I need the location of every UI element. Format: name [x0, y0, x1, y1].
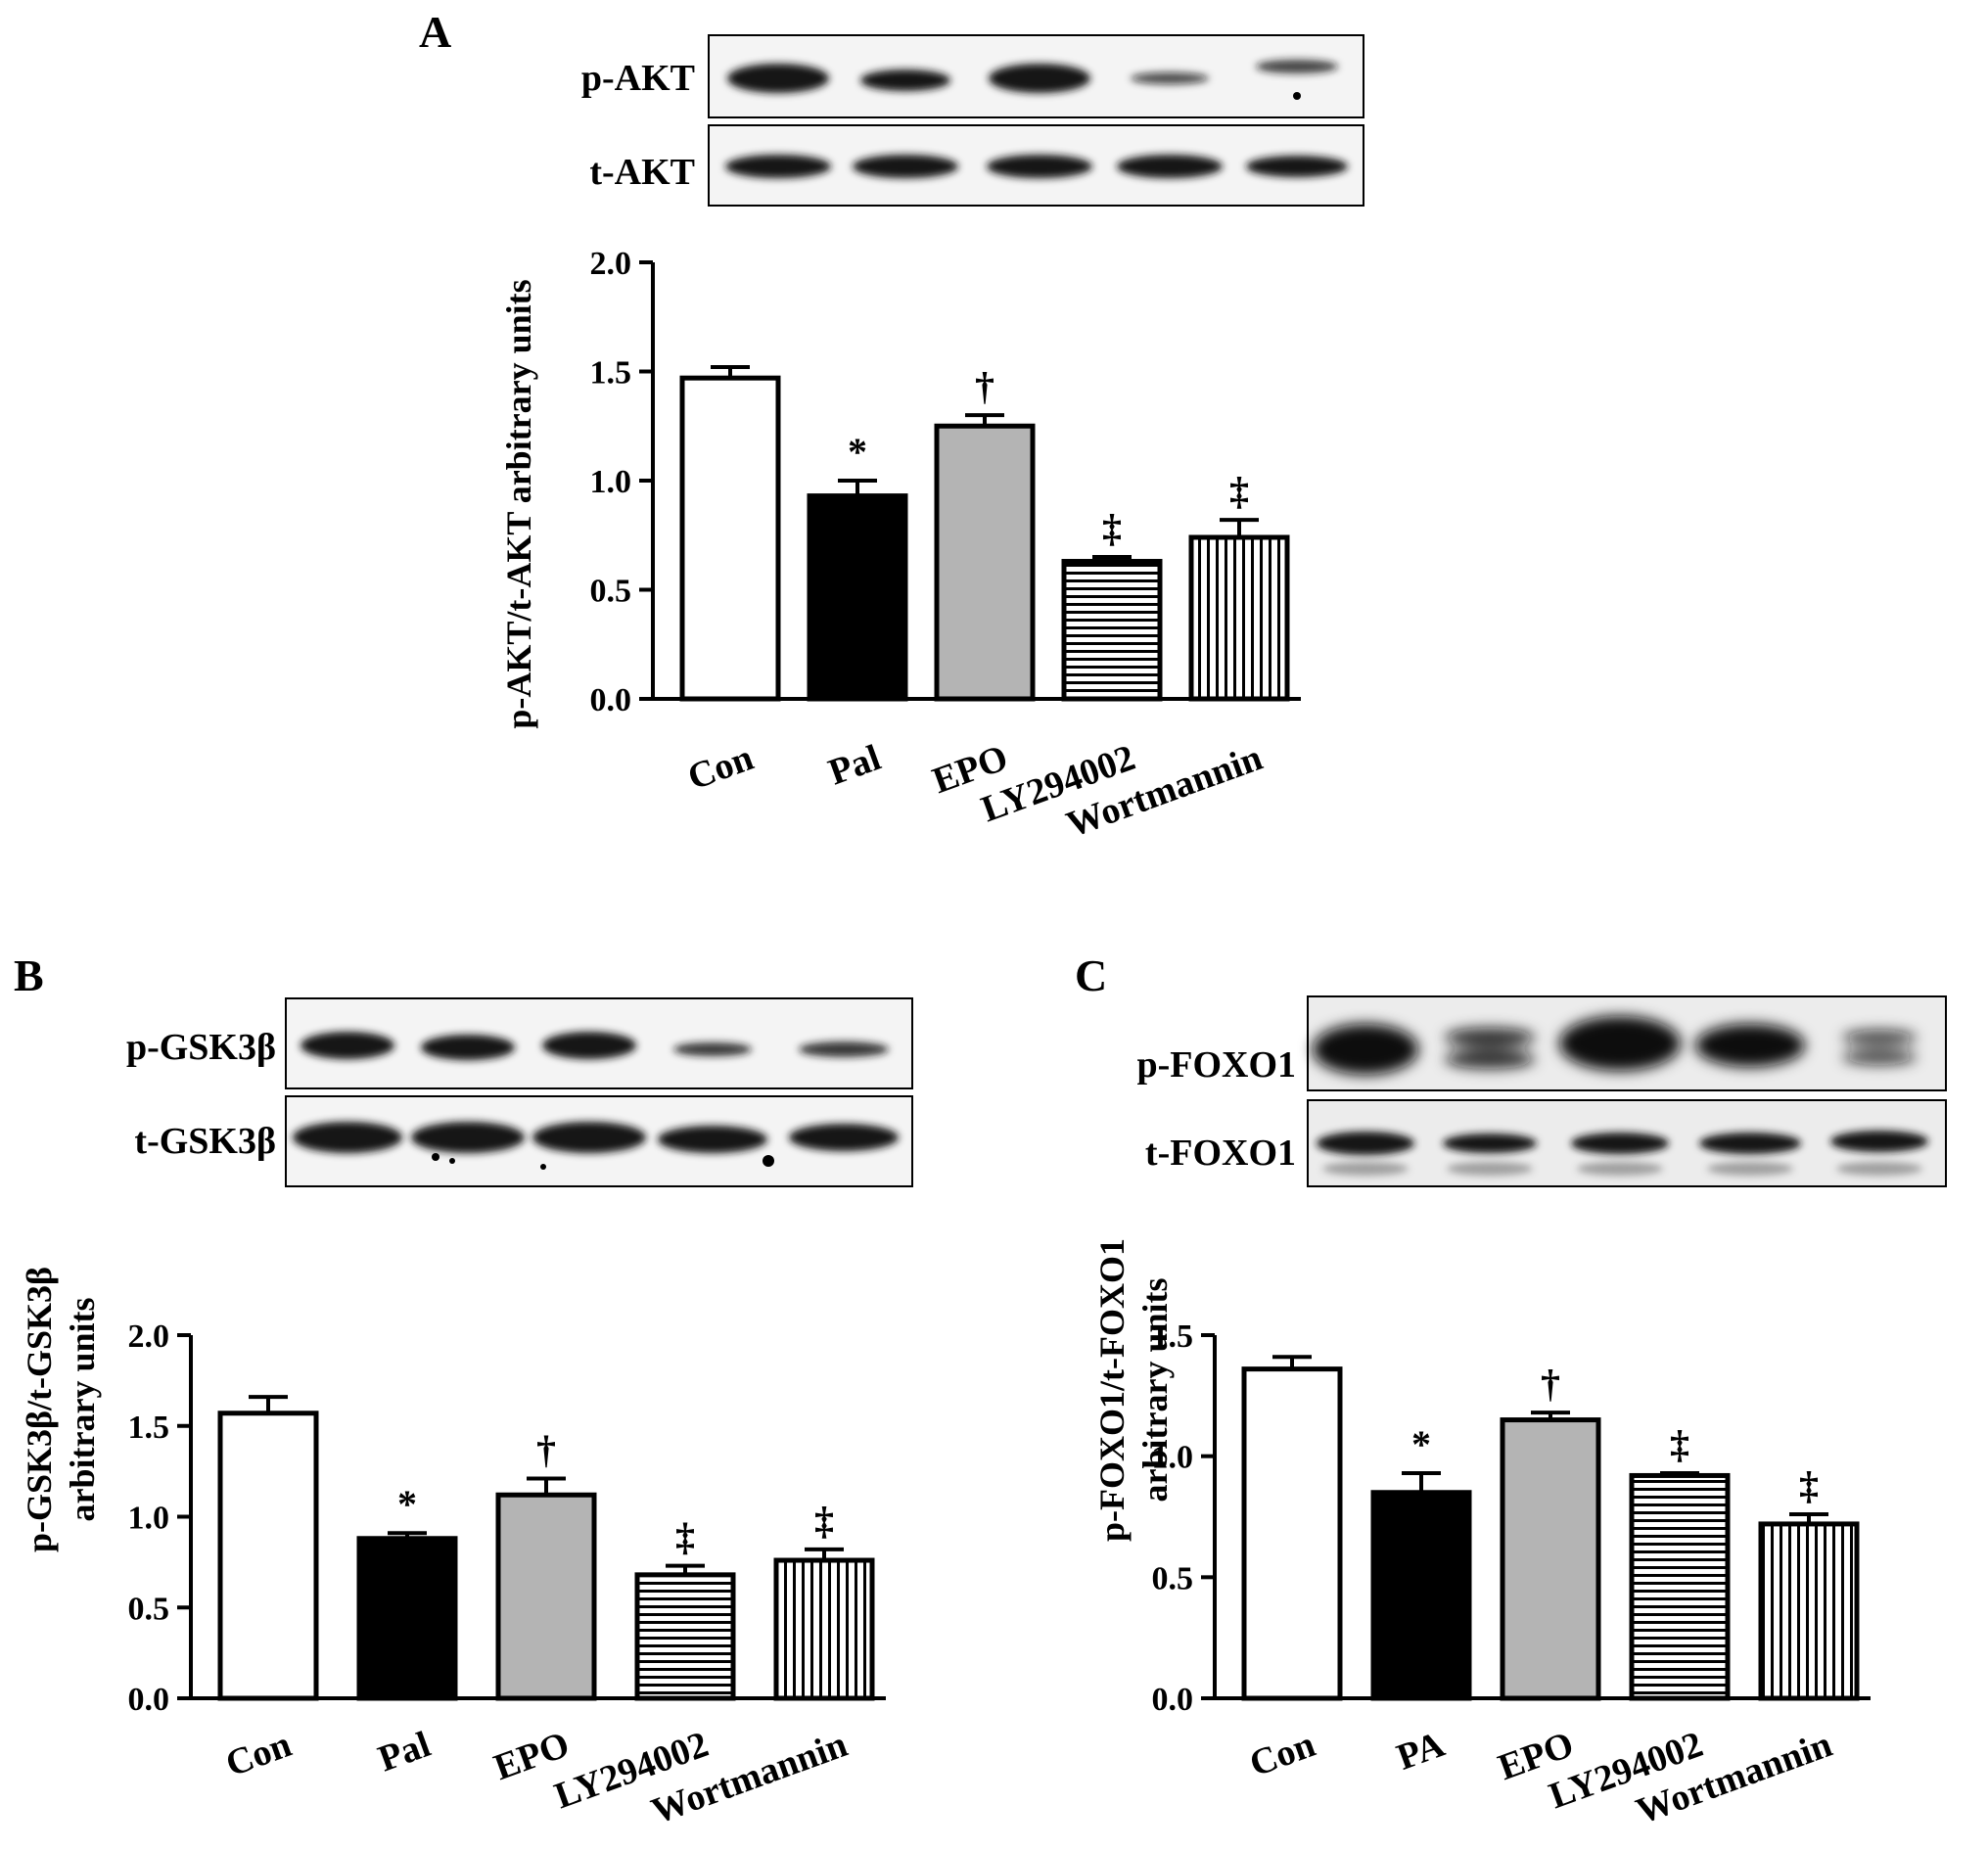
y-tick-label: 2.0	[128, 1318, 170, 1355]
bar-pal	[356, 1536, 458, 1701]
panel-a-blot-label-phospho: p-AKT	[581, 58, 695, 99]
panel-a: A p-AKT t-AKT 0.00.51.	[419, 7, 1364, 846]
significance-marker: *	[1411, 1422, 1431, 1466]
y-tick-label: 0.0	[1152, 1682, 1194, 1718]
panel-c-letter: C	[1075, 950, 1107, 1000]
bar-pa	[1370, 1490, 1472, 1701]
panel-a-blot-total: t-AKT	[589, 124, 1364, 207]
significance-marker: ‡	[1670, 1422, 1689, 1466]
panel-b-letter: B	[14, 950, 44, 1000]
panel-b-blot-label-total: t-GSK3β	[134, 1121, 276, 1162]
y-tick-label: 0.5	[590, 574, 632, 610]
significance-marker: ‡	[675, 1515, 695, 1559]
bar-wortmannin	[773, 1557, 875, 1701]
significance-marker: †	[975, 364, 994, 408]
bar-pal	[807, 493, 908, 702]
bar-ly294002	[634, 1572, 736, 1701]
bar-ly294002	[1629, 1472, 1731, 1701]
y-tick-label: 1.0	[128, 1501, 170, 1537]
significance-marker: ‡	[1229, 469, 1249, 513]
y-tick-label: 1.5	[128, 1410, 170, 1446]
x-category-label: Con	[220, 1724, 297, 1785]
panel-a-ylabel-line1: p-AKT/t-AKT arbitrary units	[499, 279, 538, 728]
bar-wortmannin	[1758, 1521, 1860, 1701]
x-category-label: Pal	[373, 1724, 436, 1781]
x-category-label: Pal	[823, 737, 886, 794]
y-tick-label: 1.0	[590, 464, 632, 500]
panel-c-blot-label-total: t-FOXO1	[1145, 1133, 1296, 1174]
panel-b-blot-total: t-GSK3β	[134, 1095, 913, 1187]
y-tick-label: 0.5	[128, 1591, 170, 1627]
bar-wortmannin	[1188, 534, 1290, 702]
significance-marker: †	[1541, 1362, 1560, 1406]
y-tick-label: 1.0	[1152, 1440, 1194, 1476]
panel-a-blot-phospho: p-AKT	[581, 34, 1364, 118]
panel-b-blot-phospho: p-GSK3β	[126, 997, 913, 1089]
bar-epo	[934, 423, 1036, 702]
bar-con	[217, 1411, 319, 1701]
x-category-label: Con	[1244, 1724, 1320, 1785]
panel-a-blot-label-total: t-AKT	[589, 152, 695, 193]
significance-marker: ‡	[1102, 506, 1122, 550]
panel-c-ylabel-line2: arbitrary units	[1135, 1278, 1175, 1503]
panel-b-chart: 0.00.51.01.52.0Con*Pal†EPO‡LY294002‡Wort…	[128, 1318, 886, 1832]
panel-c: C p-FOXO1 t-FOXO1	[1075, 950, 1947, 1832]
panel-a-letter: A	[419, 7, 451, 57]
panel-b: B p-GSK3β t-GSK3β	[14, 950, 913, 1832]
significance-marker: *	[397, 1482, 417, 1526]
bar-epo	[495, 1492, 597, 1701]
x-category-label: Con	[682, 737, 759, 799]
panel-c-blot-total: t-FOXO1	[1145, 1099, 1947, 1187]
panel-c-blot-label-phospho: p-FOXO1	[1136, 1044, 1296, 1086]
y-tick-label: 0.5	[1152, 1560, 1194, 1596]
y-tick-label: 2.0	[590, 246, 632, 282]
y-tick-label: 1.5	[1152, 1318, 1194, 1355]
significance-marker: ‡	[1799, 1463, 1819, 1507]
panel-b-ylabel-line1: p-GSK3β/t-GSK3β	[20, 1267, 59, 1552]
y-tick-label: 0.0	[128, 1682, 170, 1718]
panel-c-chart: 0.00.51.01.5Con*PA†EPO‡LY294002‡Wortmann…	[1152, 1318, 1871, 1832]
significance-marker: *	[848, 430, 867, 474]
panel-b-ylabel-line2: arbitrary units	[63, 1298, 102, 1522]
bar-epo	[1500, 1417, 1601, 1701]
panel-c-ylabel-line1: p-FOXO1/t-FOXO1	[1092, 1238, 1132, 1542]
panel-a-chart: 0.00.51.01.52.0Con*Pal†EPO‡LY294002‡Wort…	[590, 246, 1301, 846]
panel-b-blot-label-phospho: p-GSK3β	[126, 1027, 276, 1068]
x-category-label: PA	[1392, 1724, 1451, 1779]
y-tick-label: 1.5	[590, 355, 632, 392]
bar-con	[679, 375, 781, 702]
bar-con	[1241, 1366, 1343, 1701]
bar-ly294002	[1061, 559, 1163, 702]
panel-c-blot-phospho: p-FOXO1	[1136, 995, 1947, 1091]
significance-marker: †	[536, 1428, 556, 1472]
significance-marker: ‡	[814, 1499, 834, 1543]
y-tick-label: 0.0	[590, 682, 632, 718]
